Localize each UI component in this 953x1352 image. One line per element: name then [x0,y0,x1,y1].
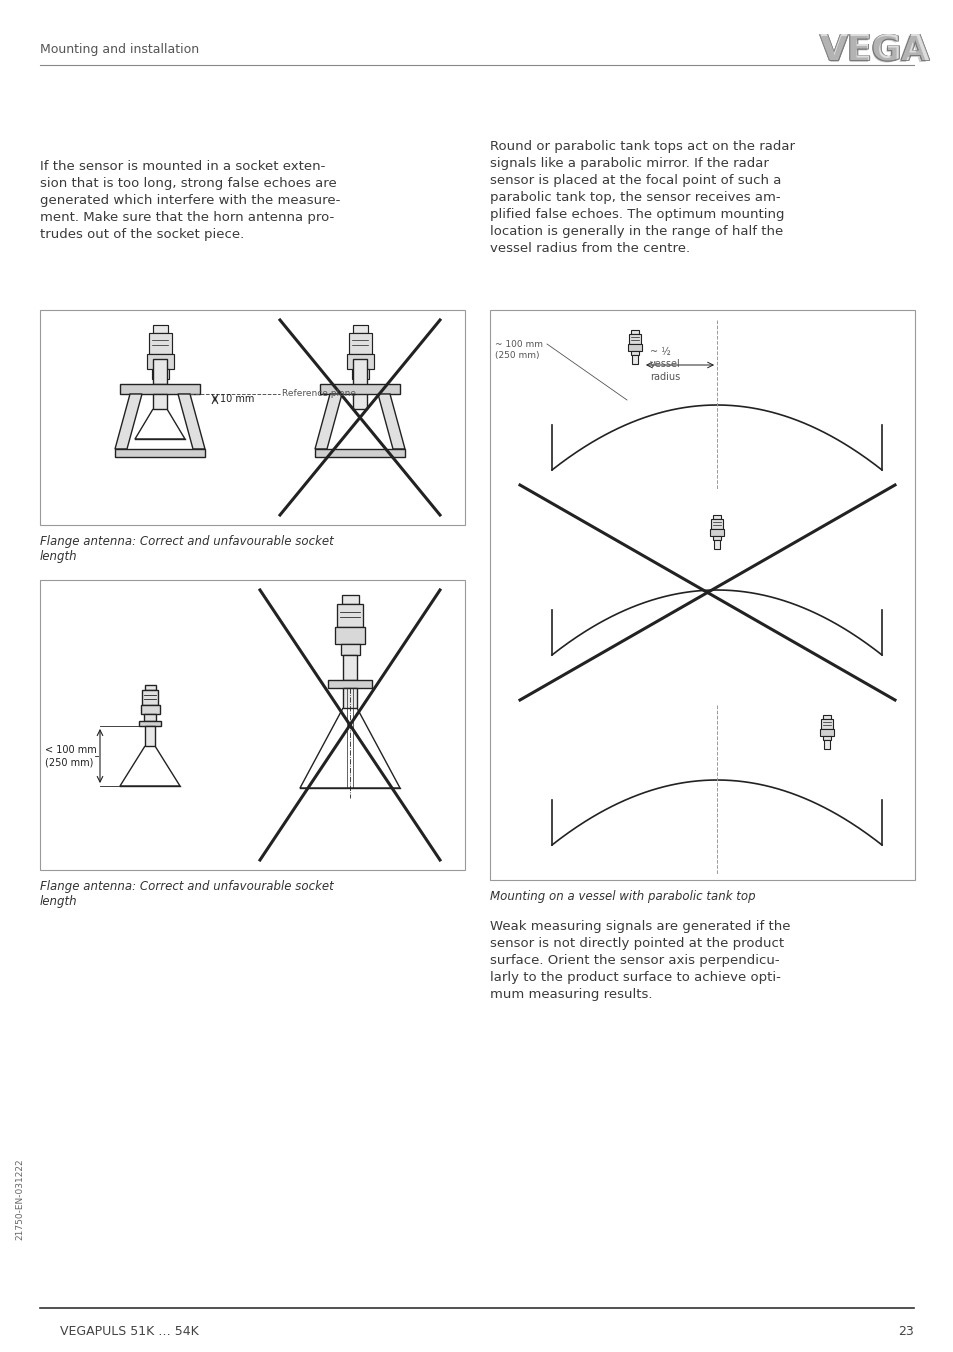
Text: Flange antenna: Correct and unfavourable socket: Flange antenna: Correct and unfavourable… [40,880,334,894]
Text: sensor is not directly pointed at the product: sensor is not directly pointed at the pr… [490,937,783,950]
Bar [349,333,372,354]
Text: VEGA: VEGA [819,32,928,66]
Bar [630,352,639,356]
Bar [314,449,405,457]
Text: Reference plane: Reference plane [282,389,355,399]
Bar [712,535,720,539]
Text: plified false echoes. The optimum mounting: plified false echoes. The optimum mounti… [490,208,783,220]
Text: Flange antenna: Correct and unfavourable socket: Flange antenna: Correct and unfavourable… [40,535,334,548]
Polygon shape [377,393,405,449]
Bar [152,360,167,384]
Bar [343,688,356,708]
Text: VEGA: VEGA [820,32,929,66]
Text: VEGA: VEGA [821,34,926,68]
Text: signals like a parabolic mirror. If the radar: signals like a parabolic mirror. If the … [490,157,768,170]
Bar [347,354,374,369]
Bar [353,360,367,410]
Bar [144,714,156,721]
Bar [335,627,365,644]
Text: VEGA: VEGA [819,34,928,68]
Bar [336,604,363,627]
Bar [628,334,640,343]
Bar [340,644,359,654]
Bar [120,384,200,393]
Text: 21750-EN-031222: 21750-EN-031222 [15,1159,25,1240]
Bar [142,690,158,704]
Text: ~ ½
vessel
radius: ~ ½ vessel radius [649,347,680,381]
Bar [709,529,723,535]
Text: length: length [40,895,77,909]
Bar [627,343,641,352]
Bar [630,330,639,334]
Bar [152,369,169,379]
Bar [710,519,722,529]
Text: ment. Make sure that the horn antenna pro-: ment. Make sure that the horn antenna pr… [40,211,334,224]
Bar [115,449,205,457]
Bar [631,356,638,364]
Text: VEGA: VEGA [820,34,930,68]
Text: 10 mm: 10 mm [220,393,254,404]
Text: VEGAPULS 51K … 54K: VEGAPULS 51K … 54K [60,1325,198,1338]
Polygon shape [178,393,205,449]
Bar [141,704,160,714]
Bar [40,580,464,869]
Text: VEGA: VEGA [820,32,930,68]
Text: length: length [40,550,77,562]
Text: surface. Orient the sensor axis perpendicu-: surface. Orient the sensor axis perpendi… [490,955,779,967]
Text: VEGA: VEGA [820,34,929,68]
Bar [341,595,358,604]
Bar [152,393,167,410]
Bar [319,384,399,393]
Text: sensor is placed at the focal point of such a: sensor is placed at the focal point of s… [490,174,781,187]
Bar [712,515,720,519]
Text: larly to the product surface to achieve opti-: larly to the product surface to achieve … [490,971,781,984]
Bar [822,735,830,740]
Text: Round or parabolic tank tops act on the radar: Round or parabolic tank tops act on the … [490,141,794,153]
Text: Weak measuring signals are generated if the: Weak measuring signals are generated if … [490,919,790,933]
Text: ~ 100 mm
(250 mm): ~ 100 mm (250 mm) [495,339,542,360]
Text: VEGA: VEGA [819,32,928,68]
Bar [713,539,720,549]
Bar [149,333,172,354]
Text: Mounting on a vessel with parabolic tank top: Mounting on a vessel with parabolic tank… [490,890,755,903]
Bar [147,354,173,369]
Text: vessel radius from the centre.: vessel radius from the centre. [490,242,689,256]
Bar [145,726,154,746]
Bar [139,721,161,726]
Bar [490,310,914,880]
Text: 23: 23 [898,1325,913,1338]
Text: VEGA: VEGA [820,32,930,66]
Polygon shape [115,393,142,449]
Text: trudes out of the socket piece.: trudes out of the socket piece. [40,228,244,241]
Bar [820,729,833,735]
Bar [145,685,156,690]
Polygon shape [314,393,341,449]
Text: mum measuring results.: mum measuring results. [490,988,652,1000]
Bar [152,324,168,333]
Text: < 100 mm
(250 mm): < 100 mm (250 mm) [45,745,96,767]
Bar [328,680,372,688]
Bar [40,310,464,525]
Text: location is generally in the range of half the: location is generally in the range of ha… [490,224,782,238]
Bar [353,324,368,333]
Text: sion that is too long, strong false echoes are: sion that is too long, strong false echo… [40,177,336,191]
Text: parabolic tank top, the sensor receives am-: parabolic tank top, the sensor receives … [490,191,780,204]
Text: If the sensor is mounted in a socket exten-: If the sensor is mounted in a socket ext… [40,160,325,173]
Bar [821,719,832,729]
Text: generated which interfere with the measure-: generated which interfere with the measu… [40,193,340,207]
Bar [822,715,830,719]
Bar [343,654,356,680]
Bar [823,740,829,749]
Bar [352,369,369,379]
Text: Mounting and installation: Mounting and installation [40,43,199,57]
Text: VEGA: VEGA [820,32,929,68]
